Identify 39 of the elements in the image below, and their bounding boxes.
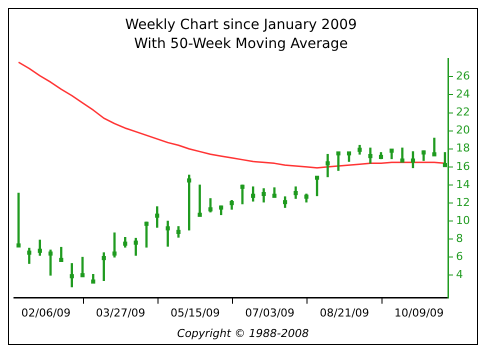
y-tick-label: 6 xyxy=(456,250,464,264)
bar xyxy=(294,186,297,199)
y-tick-label: 12 xyxy=(456,196,470,209)
x-tick-label: 03/27/09 xyxy=(96,306,146,320)
y-tick-label: 8 xyxy=(456,232,464,245)
y-tick-label: 26 xyxy=(456,70,470,83)
bar xyxy=(166,220,169,247)
y-tick-label: 10 xyxy=(456,214,470,227)
y-tick-label: 4 xyxy=(456,268,464,282)
bar xyxy=(262,188,265,202)
bar xyxy=(422,150,425,161)
bar xyxy=(70,263,73,288)
y-tick-label: 24 xyxy=(456,88,470,101)
y-tick-label: 18 xyxy=(456,142,470,155)
bar xyxy=(156,206,158,228)
bar xyxy=(28,248,30,264)
bar xyxy=(369,148,372,164)
x-tick-label: 08/21/09 xyxy=(320,306,370,320)
bar xyxy=(102,252,105,281)
bar xyxy=(188,174,190,230)
y-tick-label: 20 xyxy=(456,124,470,137)
y-tick-label: 22 xyxy=(456,106,470,119)
x-tick-label: 05/15/09 xyxy=(170,306,220,320)
bar xyxy=(305,194,308,202)
bar xyxy=(326,154,329,178)
x-tick-label: 07/03/09 xyxy=(245,306,295,320)
bar xyxy=(241,184,244,204)
bar xyxy=(230,200,233,210)
bar xyxy=(358,144,361,155)
y-tick-label: 14 xyxy=(456,178,470,191)
chart-title: Weekly Chart since January 2009 xyxy=(125,17,357,34)
bar xyxy=(209,198,212,212)
bar xyxy=(134,238,137,256)
text: Copyright © 1988-2008 xyxy=(176,326,310,342)
x-tick-label: 10/09/09 xyxy=(394,306,444,320)
x-tick-label: 02/06/09 xyxy=(21,306,71,320)
bar xyxy=(124,236,126,248)
chart-subtitle: With 50-Week Moving Average xyxy=(134,36,348,52)
y-tick-label: 16 xyxy=(456,160,470,173)
